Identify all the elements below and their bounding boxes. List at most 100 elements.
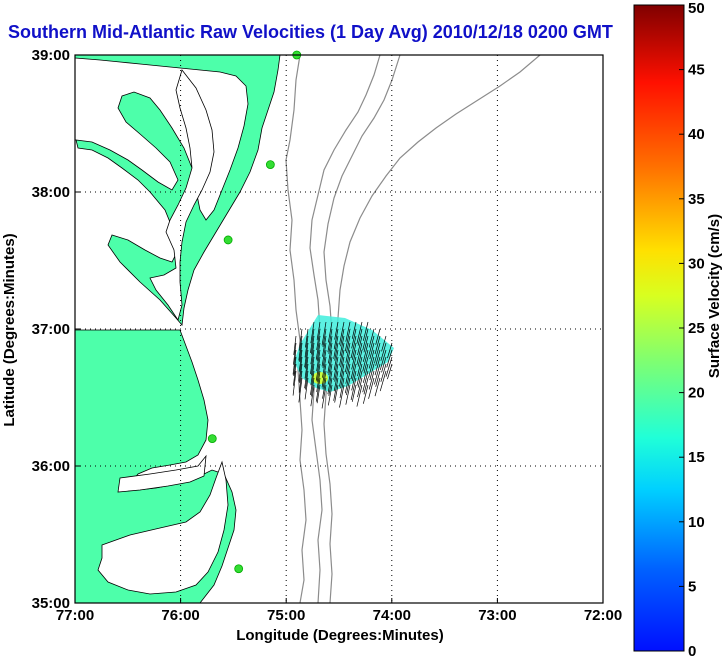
bathymetry-contour [335,55,541,347]
velocity-vector [316,363,321,383]
lon-tick-label: 77:00 [56,607,94,624]
velocity-vector [293,342,297,365]
velocity-vector [340,349,345,368]
velocity-vector [292,370,297,396]
colorbar-tick-label: 5 [688,578,696,595]
velocity-vector [351,384,357,402]
velocity-vector [381,335,387,352]
velocity-vector [356,363,363,386]
velocity-vector [316,370,321,393]
velocity-vector [327,342,333,364]
bathymetry-contour [285,55,307,603]
velocity-vector [345,384,351,405]
velocity-vector [339,363,345,387]
velocity-vector [310,335,315,355]
velocity-vector [368,356,375,378]
colorbar-tick-label: 30 [688,255,705,272]
velocity-vector [293,356,297,376]
velocity-vector [321,342,327,367]
velocity-vector [339,356,345,378]
velocity-vector [315,335,321,360]
velocity-vector [310,363,315,386]
velocity-vector [298,349,303,372]
velocity-vector [293,335,297,355]
station-marker [265,160,275,170]
velocity-vector [362,349,369,372]
velocity-vector [363,321,369,341]
velocity-vector [339,342,345,366]
velocity-vector [375,349,381,366]
velocity-vector [304,363,309,389]
velocity-vector [333,356,339,380]
velocity-vector [357,349,363,367]
velocity-vector [340,328,345,347]
velocity-vector [327,321,333,343]
colorbar-tick-label: 40 [688,126,705,143]
velocity-vector [351,370,357,391]
velocity-vector [345,363,351,384]
velocity-vector [315,377,321,402]
velocity-vector [379,370,387,392]
velocity-vector [345,321,351,342]
velocity-vector [333,335,339,359]
velocity-vector [322,328,327,348]
velocity-vector [328,377,333,396]
velocity-vector [310,384,315,407]
x-axis-title: Longitude (Degrees:Minutes) [236,627,444,644]
velocity-vector [334,384,339,403]
velocity-vector [346,377,351,396]
colorbar-tick-label: 45 [688,62,705,79]
velocity-vector [310,349,315,374]
velocity-vector [375,370,381,387]
station-marker [207,434,217,444]
velocity-vector [310,370,315,395]
velocity-vector [328,356,333,375]
velocity-vector [339,321,345,345]
velocity-vector [339,384,345,408]
velocity-vector [375,328,381,345]
velocity-vector [334,321,339,340]
velocity-vector [350,377,357,400]
velocity-vector [363,356,369,374]
velocity-vector [334,363,339,382]
bathymetry-contour [323,55,401,603]
velocity-vector [350,335,357,358]
grid [75,55,603,603]
lon-ticks: 77:00 76:00 75:00 74:00 73:00 72:00 [56,598,622,624]
velocity-vector [357,328,363,346]
velocity-vector [304,356,309,379]
albemarle-sound [117,454,207,493]
colorbar-tick-label: 25 [688,320,705,337]
map-title: Southern Mid-Atlantic Raw Velocities (1 … [8,22,613,42]
velocity-vectors [292,321,393,409]
velocity-vector [298,356,303,382]
velocity-vector [368,377,375,399]
velocity-vector [333,370,339,392]
velocity-vector [305,349,309,369]
velocity-vector [369,363,375,381]
velocity-vector [316,384,321,404]
velocity-vector [322,349,327,369]
colorbar-tick-label: 10 [688,514,705,531]
velocity-vector [292,349,297,375]
velocity-vector [368,349,375,369]
velocity-vector [299,363,303,383]
velocity-vector [339,377,345,399]
lon-tick-label: 73:00 [478,607,516,624]
velocity-vector [316,321,321,341]
lon-tick-label: 76:00 [161,607,199,624]
velocity-vector [293,363,297,386]
velocity-vector [322,356,327,378]
velocity-vector [310,356,315,376]
velocity-vector [310,328,315,353]
velocity-vector [316,328,321,351]
velocity-vector [387,342,393,359]
velocity-vector [315,356,321,381]
velocity-vector [304,335,309,358]
velocity-vector [351,363,357,381]
velocity-vector [305,328,309,348]
station-marker [234,564,244,574]
velocity-vector [356,384,363,407]
pamlico-sound [97,460,229,595]
